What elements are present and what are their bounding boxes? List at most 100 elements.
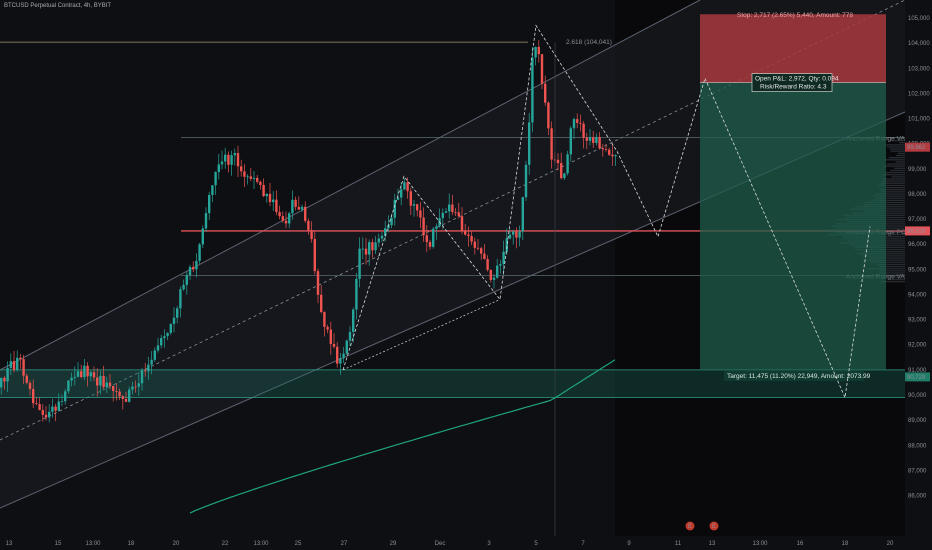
time-tick-label: 7	[581, 541, 585, 547]
candle-body	[131, 386, 134, 390]
event-badge	[685, 521, 695, 531]
candle-body	[470, 235, 473, 242]
candle-body	[262, 184, 265, 197]
candle-body	[310, 230, 313, 240]
candle-body	[137, 383, 140, 387]
candle-body	[272, 199, 275, 203]
candle-body	[428, 242, 432, 247]
candle-body	[384, 228, 387, 236]
candle-body	[419, 210, 422, 218]
candle-body	[60, 401, 64, 403]
candle-body	[284, 220, 288, 224]
candle-body	[32, 389, 35, 404]
candle-body	[505, 238, 508, 252]
poc-price-tag: 96,529	[907, 229, 926, 235]
candle-body	[403, 182, 406, 190]
candle-body	[44, 414, 48, 418]
volume-profile-bar	[883, 174, 905, 176]
candle-body	[444, 211, 448, 213]
candle-body	[172, 317, 176, 324]
candle-body	[64, 391, 67, 402]
candle-body	[281, 216, 284, 221]
time-tick-label: 13	[709, 541, 716, 547]
volume-profile-bar	[879, 265, 905, 268]
candle-body	[249, 176, 252, 179]
volume-profile-bar	[880, 276, 905, 278]
cumulative-volume-curve	[189, 359, 616, 514]
candle-body	[224, 154, 227, 162]
price-tick-label: 104,000	[908, 41, 930, 47]
candle-body	[476, 247, 480, 249]
candle-body	[486, 258, 489, 270]
candle-body	[412, 204, 416, 206]
candle-body	[339, 358, 342, 364]
candle-body	[467, 234, 470, 236]
candle-body	[89, 372, 92, 377]
price-tick-label: 97,000	[908, 217, 927, 223]
target-price-tag-bg	[905, 372, 930, 382]
candle-body	[0, 377, 3, 388]
candle-body	[275, 199, 278, 213]
candle-body	[28, 382, 32, 390]
candle-body	[121, 396, 124, 399]
price-tick-label: 103,000	[908, 66, 930, 72]
event-badge-label: E	[688, 524, 692, 530]
candle-body	[51, 406, 54, 412]
candle-body	[3, 377, 6, 382]
volume-profile-bar	[870, 261, 905, 263]
candle-body	[342, 353, 345, 359]
time-tick-label: 18	[128, 541, 135, 547]
time-tick-label: 9	[627, 541, 631, 547]
channel-upper-line	[0, 0, 701, 371]
time-tick-label: 22	[222, 541, 229, 547]
candle-body	[361, 248, 364, 250]
candle-body	[326, 326, 329, 330]
candle-body	[307, 220, 310, 231]
candle-body	[473, 241, 476, 248]
candle-body	[160, 338, 163, 346]
candle-body	[352, 309, 355, 332]
candle-body	[441, 212, 444, 219]
candle-body	[259, 181, 262, 185]
candle-body	[336, 346, 339, 364]
open-pl-box	[751, 73, 833, 92]
candle-body	[329, 329, 332, 345]
candle-body	[246, 176, 249, 178]
time-tick-label: 11	[675, 541, 682, 547]
candle-body	[496, 265, 499, 278]
candle-body	[211, 185, 214, 196]
volume-profile-bar	[885, 159, 905, 161]
candle-body	[163, 336, 166, 339]
candle-body	[502, 251, 505, 265]
candle-body	[316, 271, 320, 295]
price-tick-label: 95,000	[908, 267, 927, 273]
candle-body	[153, 350, 156, 360]
candle-body	[128, 389, 131, 402]
candle-body	[83, 365, 86, 378]
candle-body	[601, 148, 604, 150]
price-tick-label: 88,000	[908, 443, 927, 449]
fib-2618-label: 2.618 (104,041)	[566, 39, 612, 46]
candle-body	[588, 137, 592, 141]
candle-body	[368, 242, 371, 255]
candle-body	[278, 212, 281, 217]
candle-body	[67, 380, 70, 392]
candle-body	[86, 365, 89, 377]
candle-body	[364, 248, 368, 255]
candle-body	[320, 294, 323, 312]
poc-price-tag-bg	[905, 226, 930, 236]
candle-body	[464, 230, 467, 235]
volume-profile-bar	[877, 263, 905, 266]
chart-title: BTCUSD Perpetual Contract, 4h, BYBIT	[4, 3, 112, 9]
candle-body	[521, 197, 524, 232]
candle-body	[432, 228, 435, 247]
candle-body	[585, 137, 588, 141]
volume-profile-bar	[870, 199, 905, 202]
volume-profile-bar	[894, 167, 905, 169]
volume-profile-bar	[897, 152, 905, 155]
price-tick-label: 102,000	[908, 91, 930, 97]
candle-body	[108, 382, 112, 386]
candle-body	[595, 137, 598, 143]
